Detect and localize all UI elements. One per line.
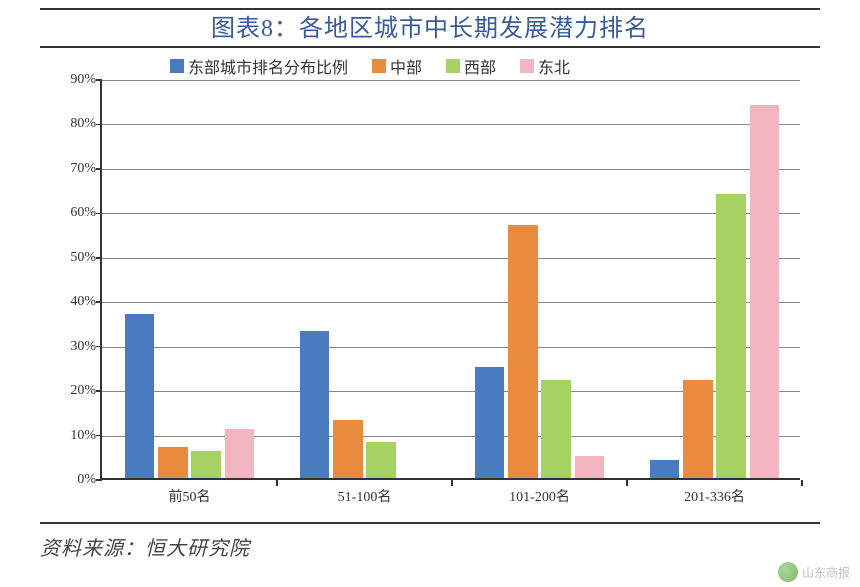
x-tick-label: 101-200名 <box>509 486 570 506</box>
gridline <box>102 80 800 81</box>
y-tick-label: 20% <box>46 383 96 399</box>
y-tick-label: 70% <box>46 161 96 177</box>
chart-area: 东部城市排名分布比例中部西部东北 0%10%20%30%40%50%60%70%… <box>40 50 820 520</box>
y-tick-mark <box>96 479 102 481</box>
gridline <box>102 213 800 214</box>
y-tick-label: 60% <box>46 205 96 221</box>
bar <box>575 456 605 478</box>
y-tick-label: 80% <box>46 116 96 132</box>
y-tick-mark <box>96 435 102 437</box>
legend-label: 东北 <box>538 54 570 78</box>
y-tick-label: 40% <box>46 294 96 310</box>
y-tick-mark <box>96 213 102 215</box>
legend-label: 西部 <box>464 54 496 78</box>
watermark: 山东商报 <box>778 562 850 582</box>
legend-swatch <box>170 59 184 73</box>
x-tick-mark <box>801 480 803 486</box>
y-tick-label: 90% <box>46 72 96 88</box>
bar <box>125 314 155 478</box>
y-tick-mark <box>96 346 102 348</box>
x-tick-label: 51-100名 <box>338 486 392 506</box>
gridline <box>102 347 800 348</box>
y-tick-label: 50% <box>46 250 96 266</box>
source-citation: 资料来源：恒大研究院 <box>40 522 820 561</box>
y-tick-mark <box>96 79 102 81</box>
bar <box>475 367 505 478</box>
x-tick-mark <box>276 480 278 486</box>
bar <box>750 105 780 478</box>
y-tick-label: 0% <box>46 472 96 488</box>
gridline <box>102 302 800 303</box>
y-tick-mark <box>96 390 102 392</box>
y-tick-mark <box>96 168 102 170</box>
x-tick-mark <box>451 480 453 486</box>
legend-label: 中部 <box>390 54 422 78</box>
chart-figure: 图表8：各地区城市中长期发展潜力排名 东部城市排名分布比例中部西部东北 0%10… <box>0 0 860 587</box>
legend-item: 中部 <box>372 54 422 78</box>
chart-title: 图表8：各地区城市中长期发展潜力排名 <box>211 16 649 42</box>
legend-label: 东部城市排名分布比例 <box>188 54 348 78</box>
plot-area: 0%10%20%30%40%50%60%70%80%90%前50名51-100名… <box>100 80 800 480</box>
x-tick-mark <box>626 480 628 486</box>
bar <box>683 380 713 478</box>
legend: 东部城市排名分布比例 中部 西部 东北 <box>170 54 730 78</box>
bar <box>541 380 571 478</box>
bar <box>716 194 746 478</box>
x-tick-label: 前50名 <box>169 486 211 506</box>
bar <box>191 451 221 478</box>
legend-item: 西部 <box>446 54 496 78</box>
title-bar: 图表8：各地区城市中长期发展潜力排名 <box>40 8 820 48</box>
bar <box>366 442 396 478</box>
legend-swatch <box>520 59 534 73</box>
gridline <box>102 169 800 170</box>
y-tick-label: 30% <box>46 339 96 355</box>
legend-item: 东北 <box>520 54 570 78</box>
bar <box>158 447 188 478</box>
legend-item: 东部城市排名分布比例 <box>170 54 348 78</box>
bar <box>508 225 538 478</box>
y-tick-mark <box>96 124 102 126</box>
bar <box>300 331 330 478</box>
bar <box>650 460 680 478</box>
legend-swatch <box>372 59 386 73</box>
bar <box>333 420 363 478</box>
gridline <box>102 258 800 259</box>
x-tick-label: 201-336名 <box>684 486 745 506</box>
y-tick-label: 10% <box>46 428 96 444</box>
y-tick-mark <box>96 257 102 259</box>
gridline <box>102 124 800 125</box>
bar <box>225 429 255 478</box>
watermark-text: 山东商报 <box>802 564 850 581</box>
legend-swatch <box>446 59 460 73</box>
y-tick-mark <box>96 301 102 303</box>
wechat-icon <box>778 562 798 582</box>
